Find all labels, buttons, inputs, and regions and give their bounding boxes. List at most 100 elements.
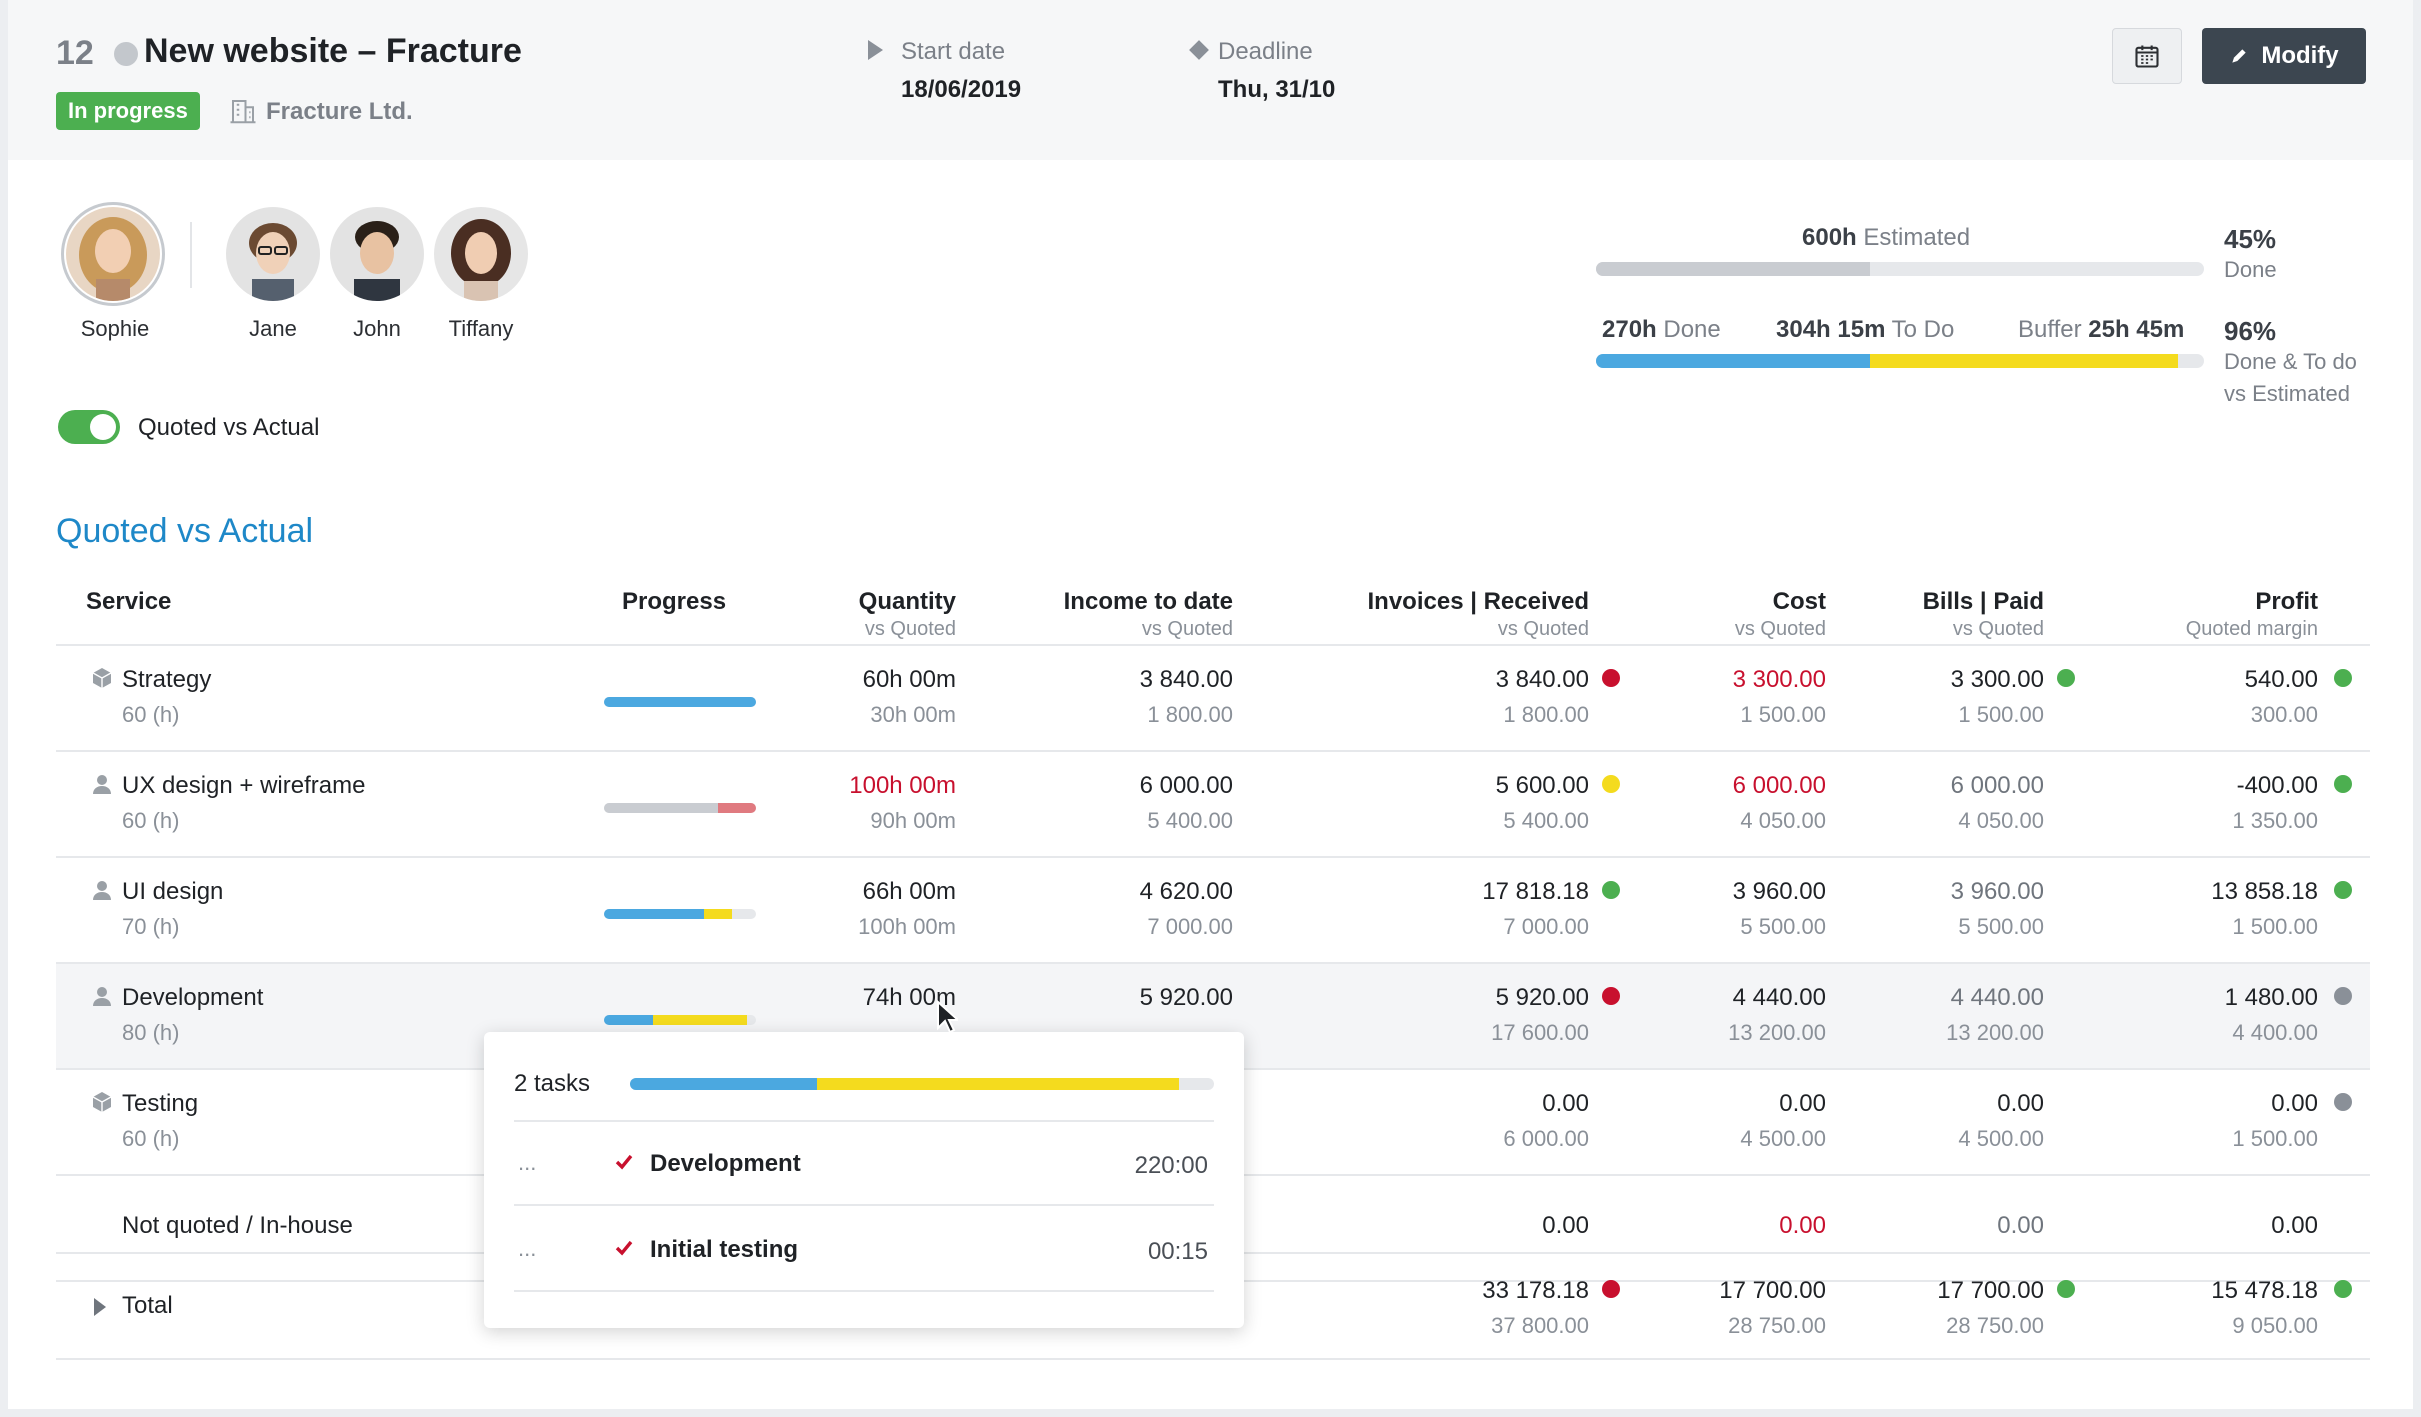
toggle-knob <box>90 414 116 440</box>
row-divider <box>56 856 2370 858</box>
person-photo <box>226 207 320 301</box>
col-profit[interactable]: Profit <box>2255 588 2318 615</box>
col-invoices-sub: vs Quoted <box>1497 618 1589 640</box>
diamond-icon <box>1189 40 1209 60</box>
service-name[interactable]: UX design + wireframe <box>122 772 366 799</box>
avatar-tiffany[interactable] <box>434 207 528 301</box>
col-profit-sub: Quoted margin <box>2185 618 2318 640</box>
col-invoices[interactable]: Invoices | Received <box>1367 588 1590 615</box>
buffer-label: Buffer <box>2018 316 2082 343</box>
col-income[interactable]: Income to date <box>1063 588 1233 615</box>
cost-value: 0.00 <box>1779 1212 1826 1239</box>
avatar-sophie[interactable] <box>66 207 160 301</box>
col-income-sub: vs Quoted <box>1141 618 1233 640</box>
quantity-quoted: 100h 00m <box>858 914 956 939</box>
estimated-label: Estimated <box>1863 224 1971 251</box>
bills-quoted: 4 500.00 <box>1958 1126 2044 1151</box>
status-dot <box>1602 881 1620 899</box>
deadline-value: Thu, 31/10 <box>1218 76 1336 103</box>
col-cost-sub: vs Quoted <box>1734 618 1826 640</box>
cost-value: 3 960.00 <box>1732 878 1826 905</box>
estimated-value: 600h <box>1802 224 1857 251</box>
modify-button[interactable]: Modify <box>2202 28 2366 84</box>
invoices-value: 3 840.00 <box>1495 666 1589 693</box>
profit-quoted: 1 500.00 <box>2232 1126 2318 1151</box>
quantity-value: 100h 00m <box>849 772 956 799</box>
col-quantity[interactable]: Quantity <box>858 588 956 615</box>
income-value: 6 000.00 <box>1139 772 1233 799</box>
profit-value: 0.00 <box>2271 1090 2318 1117</box>
invoices-quoted: 7 000.00 <box>1503 914 1589 939</box>
task-time: 00:15 <box>1147 1238 1208 1265</box>
task-time: 220:00 <box>1134 1152 1208 1179</box>
bills-value: 0.00 <box>1997 1212 2044 1239</box>
task-menu-button[interactable]: ... <box>518 1150 537 1175</box>
service-name[interactable]: Development <box>122 984 264 1011</box>
calendar-icon <box>2135 45 2159 68</box>
todo-label: To Do <box>1891 316 1955 343</box>
quantity-quoted: 90h 00m <box>870 808 956 833</box>
invoices-value: 0.00 <box>1542 1212 1589 1239</box>
service-name[interactable]: UI design <box>122 878 224 905</box>
cost-quoted: 4 500.00 <box>1740 1126 1826 1151</box>
progress-blue <box>604 697 756 707</box>
toggle-label: Quoted vs Actual <box>138 414 320 441</box>
popover-bar-done <box>630 1078 817 1090</box>
bills-value: 0.00 <box>1997 1090 2044 1117</box>
cost-value: 6 000.00 <box>1732 772 1826 799</box>
invoices-quoted: 17 600.00 <box>1491 1020 1589 1045</box>
income-quoted: 5 400.00 <box>1147 808 1233 833</box>
service-name[interactable]: Testing <box>122 1090 199 1117</box>
invoices-value: 5 600.00 <box>1495 772 1589 799</box>
done-label: Done <box>1663 316 1721 343</box>
task-name[interactable]: Initial testing <box>650 1236 799 1263</box>
col-bills[interactable]: Bills | Paid <box>1922 588 2044 615</box>
service-name[interactable]: Strategy <box>122 666 212 693</box>
client-link[interactable]: Fracture Ltd. <box>266 98 413 125</box>
col-cost[interactable]: Cost <box>1772 588 1826 615</box>
service-hours: 60 (h) <box>122 702 180 727</box>
quoted-vs-actual-toggle[interactable] <box>58 410 120 444</box>
check-icon <box>615 1240 633 1256</box>
total-label: Total <box>122 1292 173 1319</box>
avatar-john[interactable] <box>330 207 424 301</box>
task-name[interactable]: Development <box>650 1150 801 1177</box>
col-service[interactable]: Service <box>86 588 172 615</box>
popover-divider <box>514 1204 1214 1206</box>
task-menu-button[interactable]: ... <box>518 1236 537 1261</box>
progress-blue <box>604 909 705 919</box>
status-dot <box>1602 987 1620 1005</box>
box-icon <box>92 668 112 688</box>
total-invoices: 33 178.18 <box>1482 1277 1589 1304</box>
status-badge[interactable]: In progress <box>56 92 200 130</box>
total-cost-quoted: 28 750.00 <box>1728 1313 1826 1338</box>
status-dot <box>2057 669 2075 687</box>
profit-quoted: 4 400.00 <box>2232 1020 2318 1045</box>
quantity-value: 60h 00m <box>862 666 956 693</box>
total-profit-quoted: 9 050.00 <box>2232 1313 2318 1338</box>
profit-value: -400.00 <box>2236 772 2318 799</box>
col-bills-sub: vs Quoted <box>1952 618 2044 640</box>
project-title: New website – Fracture <box>144 32 522 70</box>
user-icon <box>93 775 111 794</box>
pencil-icon <box>2232 49 2246 63</box>
col-progress[interactable]: Progress <box>622 588 727 615</box>
bills-value: 6 000.00 <box>1950 772 2044 799</box>
expand-caret-icon[interactable] <box>94 1298 106 1316</box>
total-cost: 17 700.00 <box>1719 1277 1826 1304</box>
user-icon <box>93 987 111 1006</box>
cost-quoted: 4 050.00 <box>1740 808 1826 833</box>
project-number: 12 <box>56 34 94 72</box>
person-photo <box>434 207 528 301</box>
estimated-bar-done <box>1596 262 1870 276</box>
service-hours: 80 (h) <box>122 1020 180 1045</box>
service-name[interactable]: Not quoted / In-house <box>122 1212 353 1239</box>
done-summary: 270h Done <box>1602 316 1721 344</box>
avatar-jane[interactable] <box>226 207 320 301</box>
person-name: John <box>353 316 401 341</box>
person-name: Jane <box>249 316 297 341</box>
row-divider <box>56 962 2370 964</box>
done-value: 270h <box>1602 316 1657 343</box>
calendar-button[interactable] <box>2112 28 2182 84</box>
user-icon <box>93 881 111 900</box>
